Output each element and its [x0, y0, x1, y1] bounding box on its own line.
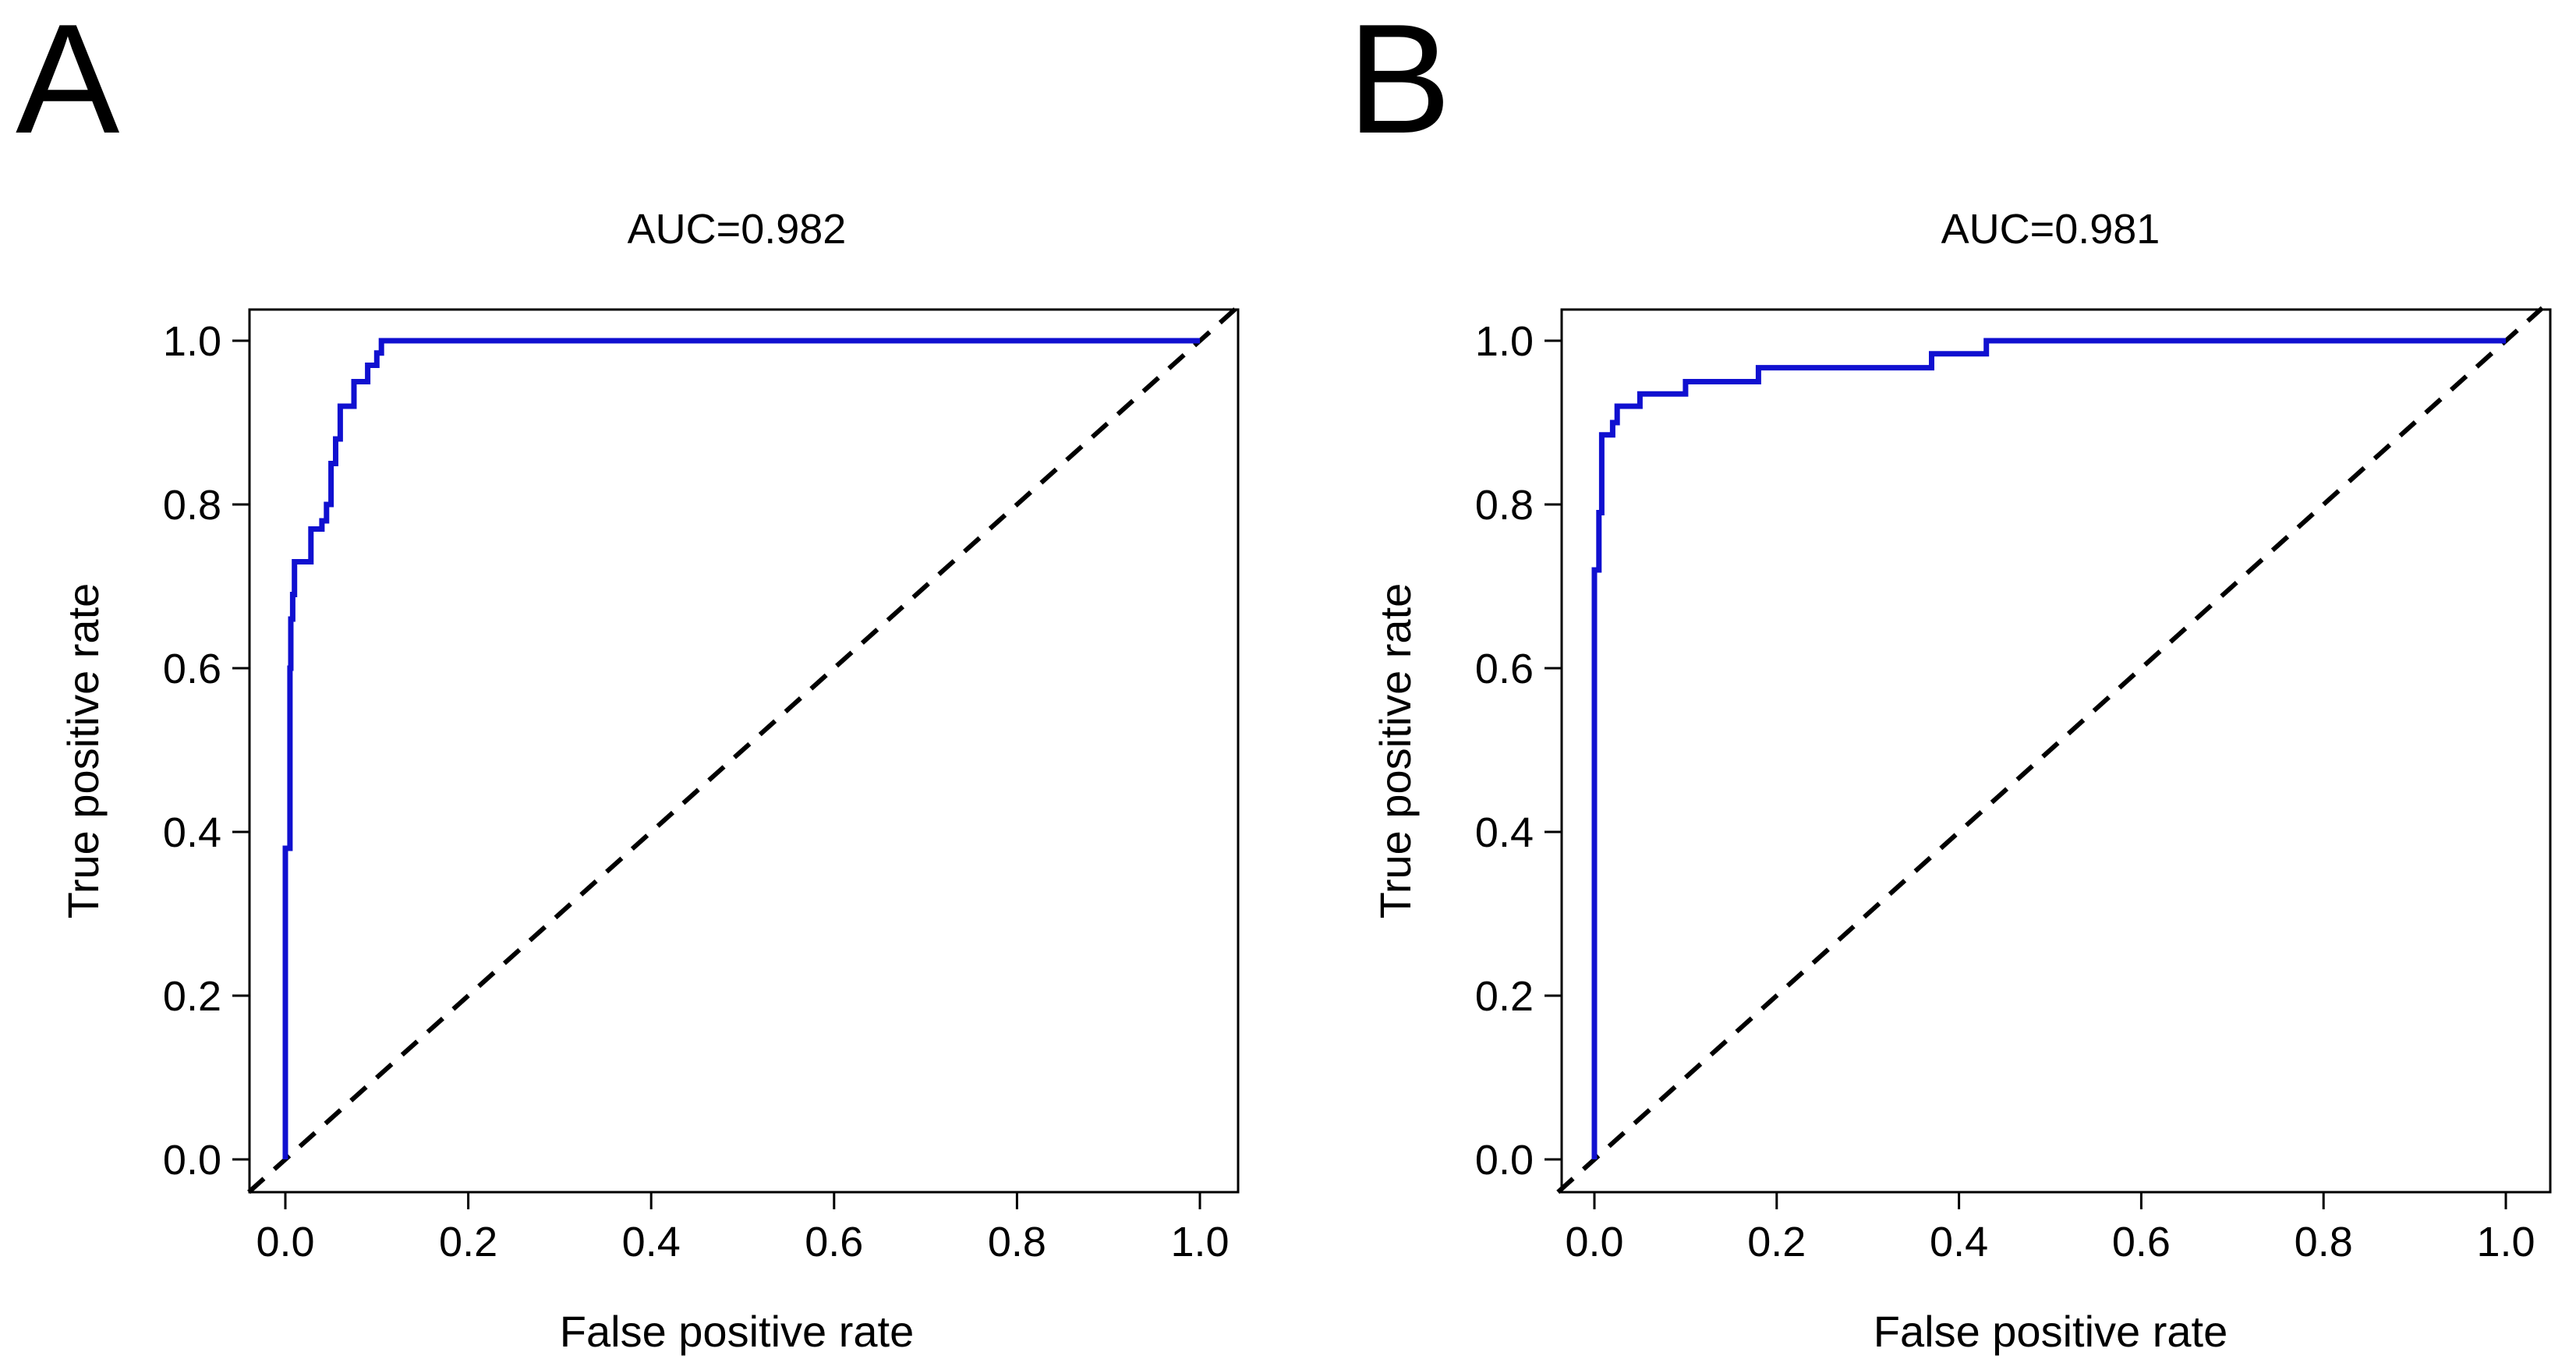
- x-tick-label: 0.0: [256, 1219, 314, 1265]
- y-tick-label: 0.0: [163, 1137, 221, 1184]
- roc-curve: [282, 338, 1200, 1159]
- y-tick-label: 0.8: [1475, 482, 1534, 529]
- x-tick-label: 0.0: [1565, 1219, 1623, 1265]
- tick-group: 0.0 0.2 0.4 0.6 0.8 1.0 0.0 0.2 0.4 0.6 0.8 1.0: [163, 318, 1230, 1265]
- y-tick-label: 0.4: [163, 809, 221, 856]
- plot-frame: [248, 308, 1240, 1194]
- chart-title: AUC=0.982: [628, 206, 847, 253]
- y-tick-label: 0.8: [163, 482, 221, 529]
- y-tick-label: 0.2: [163, 973, 221, 1020]
- panel-label: A: [16, 0, 120, 166]
- x-axis-label: False positive rate: [1874, 1307, 2227, 1356]
- x-tick-label: 0.6: [2112, 1219, 2171, 1265]
- x-tick-label: 0.2: [439, 1219, 497, 1265]
- x-tick-label: 0.4: [622, 1219, 681, 1265]
- y-axis-label: True positive rate: [58, 583, 108, 919]
- y-tick-label: 0.2: [1475, 973, 1534, 1020]
- panel-a: A AUC=0.982 0.0 0.2 0.4 0.6 0.8 1.00.00.20.40…: [16, 0, 1240, 1356]
- y-axis-label: True positive rate: [1371, 583, 1420, 919]
- x-tick-label: 1.0: [2476, 1219, 2535, 1265]
- roc-curve: [1591, 338, 2506, 1159]
- reference-diagonal: [1556, 306, 2544, 1194]
- y-tick-label: 1.0: [163, 318, 221, 365]
- y-tick-label: 1.0: [1475, 318, 1534, 365]
- panel-label: B: [1347, 0, 1451, 166]
- x-tick-label: 0.8: [2295, 1219, 2353, 1265]
- y-tick-label: 0.4: [1475, 809, 1534, 856]
- y-tick-label: 0.6: [163, 646, 221, 692]
- reference-diagonal: [247, 306, 1238, 1194]
- x-tick-label: 0.4: [1930, 1219, 1988, 1265]
- x-axis-label: False positive rate: [560, 1307, 914, 1356]
- x-tick-label: 0.8: [988, 1219, 1046, 1265]
- y-tick-label: 0.0: [1475, 1137, 1534, 1184]
- x-tick-label: 1.0: [1170, 1219, 1229, 1265]
- plot-frame: [1560, 308, 2552, 1194]
- x-tick-label: 0.2: [1747, 1219, 1806, 1265]
- x-tick-label: 0.6: [805, 1219, 863, 1265]
- tick-group: 0.0 0.2 0.4 0.6 0.8 1.0 0.0 0.2 0.4 0.6 0.8 1.0: [1475, 318, 2535, 1265]
- y-tick-label: 0.6: [1475, 646, 1534, 692]
- chart-title: AUC=0.981: [1941, 206, 2160, 253]
- panel-b: B AUC=0.981 0.0 0.2 0.4 0.6 0.8 1.00.00.20.40…: [1347, 0, 2552, 1356]
